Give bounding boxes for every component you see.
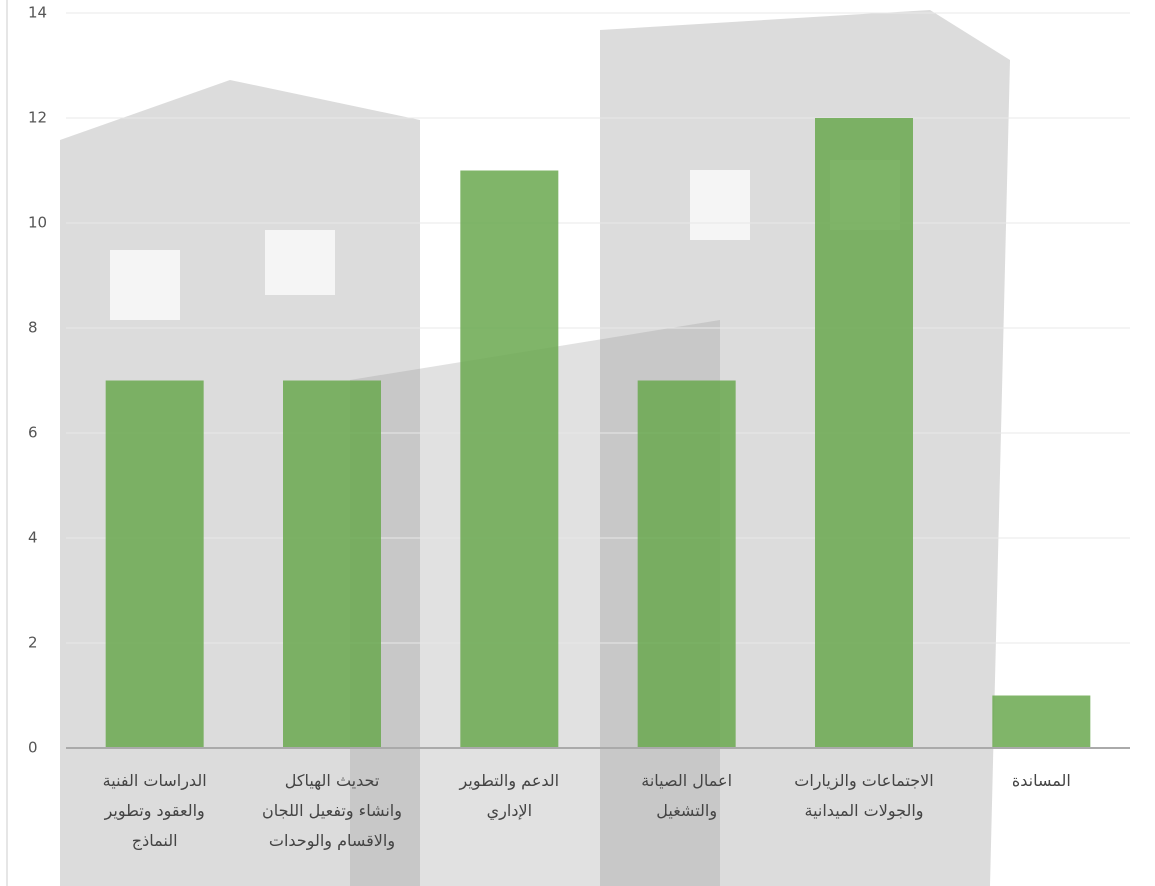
y-tick-label: 6: [28, 424, 38, 442]
y-tick-label: 14: [28, 4, 47, 22]
y-tick-label: 2: [28, 634, 38, 652]
y-tick-label: 4: [28, 529, 38, 547]
bar: [815, 118, 913, 748]
bar: [283, 380, 381, 748]
x-tick-label: الدعم والتطوير الإداري: [459, 771, 560, 820]
x-tick-label: اعمال الصيانة والتشغيل: [641, 771, 733, 820]
y-tick-label: 8: [28, 319, 38, 337]
bar: [992, 695, 1091, 748]
x-tick-label: المساندة: [1011, 771, 1071, 790]
x-tick-label: الاجتماعات والزيارات والجولات الميدانية: [794, 771, 934, 820]
bar: [105, 380, 204, 748]
bar: [637, 380, 736, 748]
bar: [460, 170, 559, 748]
y-tick-label: 0: [28, 739, 38, 757]
x-tick-label: الدراسات الفنية والعقود وتطوير النماذج: [102, 771, 207, 850]
y-tick-label: 10: [28, 214, 47, 232]
y-tick-label: 12: [28, 109, 47, 127]
x-tick-label: تحديث الهياكل وانشاء وتفعيل اللجان والاق…: [262, 771, 402, 850]
